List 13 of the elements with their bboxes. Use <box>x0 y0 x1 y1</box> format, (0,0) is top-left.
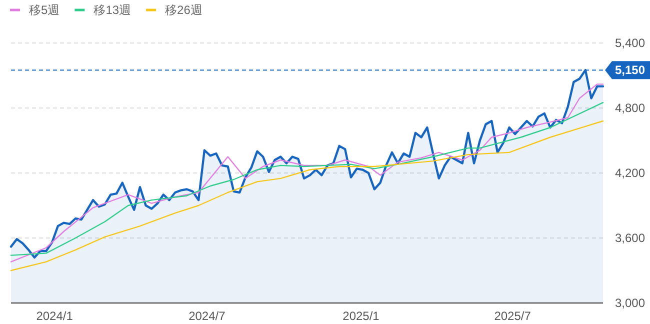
y-tick-label: 5,400 <box>614 36 646 50</box>
x-tick-label: 2025/1 <box>342 309 380 323</box>
y-tick-label: 4,800 <box>614 101 646 115</box>
legend-label: 移26週 <box>165 3 202 17</box>
y-tick-label: 4,200 <box>614 166 646 180</box>
y-tick-label: 3,000 <box>614 296 646 310</box>
legend-label: 移5週 <box>29 3 60 17</box>
x-tick-label: 2024/7 <box>188 309 226 323</box>
x-tick-label: 2025/7 <box>494 309 532 323</box>
x-tick-label: 2024/1 <box>36 309 74 323</box>
ref-line-label: 5,150 <box>614 63 646 78</box>
legend-label: 移13週 <box>94 3 132 17</box>
y-tick-label: 3,600 <box>614 231 646 245</box>
